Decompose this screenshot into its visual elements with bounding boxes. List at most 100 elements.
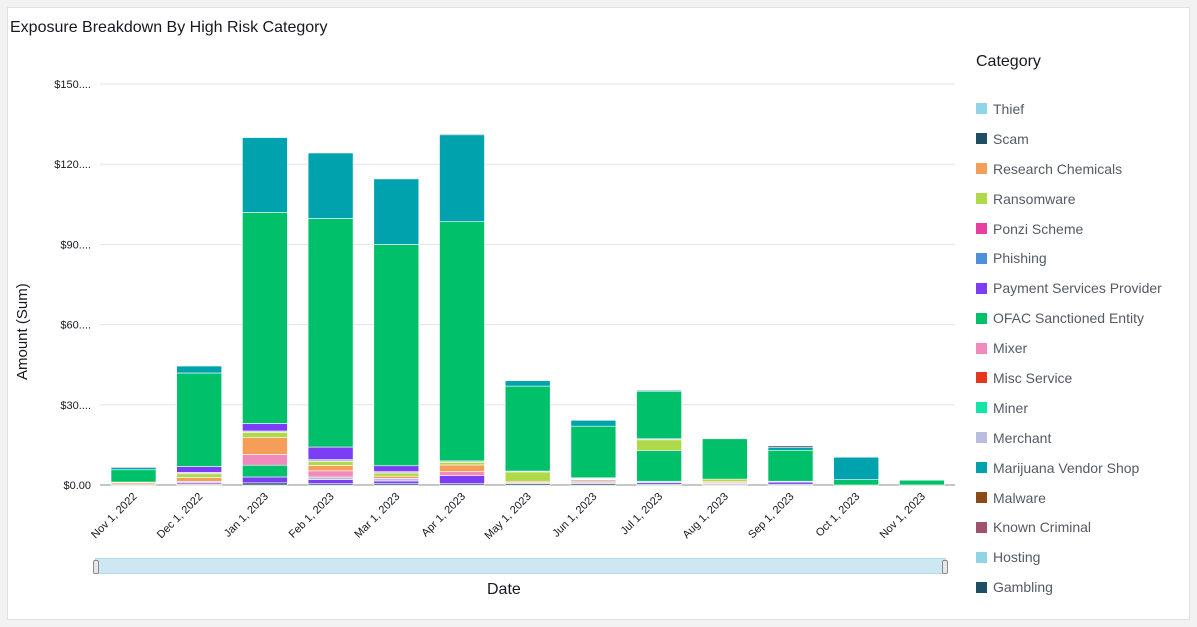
bar-segment[interactable] xyxy=(307,218,354,448)
legend-item[interactable]: Hosting xyxy=(976,542,1162,572)
legend-label: Phishing xyxy=(993,250,1047,267)
x-tick-label: Nov 1, 2023 xyxy=(878,491,928,541)
bar-segment[interactable] xyxy=(504,471,551,482)
legend-item[interactable]: Ponzi Scheme xyxy=(976,214,1162,244)
legend-label: Hosting xyxy=(993,549,1041,566)
bar-segment[interactable] xyxy=(242,432,288,438)
bar-segment[interactable] xyxy=(176,473,222,478)
bar-segment[interactable] xyxy=(176,372,222,467)
bar-segment[interactable] xyxy=(767,481,814,485)
bar-segment[interactable] xyxy=(242,482,288,486)
bar-segment[interactable] xyxy=(242,137,288,213)
bar-segment[interactable] xyxy=(373,478,420,482)
date-range-scrollbar[interactable] xyxy=(93,558,948,574)
bar-segment[interactable] xyxy=(307,479,354,484)
x-tick-label: Sep 1, 2023 xyxy=(746,491,796,541)
bar-segment[interactable] xyxy=(439,134,485,222)
bar-segment[interactable] xyxy=(110,467,157,471)
bar-segment[interactable] xyxy=(701,438,748,480)
bar-segment[interactable] xyxy=(833,479,880,486)
bar-segment[interactable] xyxy=(307,446,354,460)
bar-segment[interactable] xyxy=(373,480,420,484)
bar-segment[interactable] xyxy=(636,390,682,393)
bar-segment[interactable] xyxy=(110,469,157,483)
legend-item[interactable]: Malware xyxy=(976,483,1162,513)
y-tick-label: $0.00 xyxy=(63,480,91,492)
legend-item[interactable]: Gambling xyxy=(976,572,1162,602)
legend-label: Thief xyxy=(993,100,1025,117)
bar-segment[interactable] xyxy=(176,466,222,473)
bar-segment[interactable] xyxy=(636,450,682,482)
legend-item[interactable]: Research Chemicals xyxy=(976,154,1162,184)
bar-segment[interactable] xyxy=(899,479,945,486)
legend-swatch xyxy=(976,193,987,205)
bar-segment[interactable] xyxy=(439,133,485,136)
bar-segment[interactable] xyxy=(504,380,551,387)
range-end-handle[interactable] xyxy=(942,560,948,574)
bar-segment[interactable] xyxy=(636,439,682,451)
bar-segment[interactable] xyxy=(373,475,420,479)
bar-segment[interactable] xyxy=(242,437,288,455)
bar-segment[interactable] xyxy=(570,420,617,427)
bar-segment[interactable] xyxy=(373,178,420,245)
x-tick-label: Nov 1, 2022 xyxy=(89,491,139,541)
bar-segment[interactable] xyxy=(176,477,222,482)
bar-segment[interactable] xyxy=(701,478,748,482)
y-tick-label: $150.... xyxy=(54,79,91,91)
bar-segment[interactable] xyxy=(242,136,288,138)
legend-item[interactable]: Marijuana Vendor Shop xyxy=(976,453,1162,483)
bar-segment[interactable] xyxy=(307,152,354,219)
bar-segment[interactable] xyxy=(110,466,157,468)
legend-item[interactable]: Scam xyxy=(976,124,1162,154)
bar-segment[interactable] xyxy=(373,472,420,477)
legend-item[interactable]: OFAC Sanctioned Entity xyxy=(976,303,1162,333)
bar-segment[interactable] xyxy=(176,365,222,374)
legend-item[interactable]: Miner xyxy=(976,393,1162,423)
bar-segment[interactable] xyxy=(242,423,288,432)
bar-segment[interactable] xyxy=(833,456,880,480)
y-tick-label: $90.... xyxy=(60,239,91,251)
legend-item[interactable]: Known Criminal xyxy=(976,512,1162,542)
bar-segment[interactable] xyxy=(439,471,485,476)
bar-segment[interactable] xyxy=(307,470,354,478)
legend-item[interactable]: Phishing xyxy=(976,243,1162,273)
bar-segment[interactable] xyxy=(439,221,485,462)
legend-label: Known Criminal xyxy=(993,519,1092,536)
x-tick-label: Feb 1, 2023 xyxy=(287,491,337,541)
legend-swatch xyxy=(976,282,987,294)
legend-item[interactable]: Thief xyxy=(976,94,1162,124)
bar-segment[interactable] xyxy=(701,437,748,440)
bar-segment[interactable] xyxy=(504,385,551,472)
x-tick-label: Apr 1, 2023 xyxy=(419,491,468,540)
bar-segment[interactable] xyxy=(767,445,814,448)
legend-item[interactable]: Misc Service xyxy=(976,363,1162,393)
bar-segment[interactable] xyxy=(307,461,354,466)
bar-segment[interactable] xyxy=(242,454,288,466)
legend-swatch xyxy=(976,492,987,504)
bar-segment[interactable] xyxy=(242,212,288,424)
bar-segment[interactable] xyxy=(570,425,617,479)
bar-segment[interactable] xyxy=(307,465,354,472)
legend-label: Research Chemicals xyxy=(993,160,1123,177)
legend-item[interactable]: Merchant xyxy=(976,423,1162,453)
legend-label: OFAC Sanctioned Entity xyxy=(993,310,1144,327)
legend-swatch xyxy=(976,521,987,533)
legend-item[interactable]: Mixer xyxy=(976,333,1162,363)
legend: Thief Scam Research Chemicals Ransomware Pon… xyxy=(976,94,1162,602)
range-start-handle[interactable] xyxy=(93,560,99,574)
bar-segment[interactable] xyxy=(307,476,354,480)
bar-segment[interactable] xyxy=(439,464,485,472)
legend-swatch xyxy=(976,252,987,264)
bar-segment[interactable] xyxy=(767,447,814,451)
legend-item[interactable]: Payment Services Provider xyxy=(976,273,1162,303)
bar-segment[interactable] xyxy=(242,464,288,478)
legend-item[interactable]: Ransomware xyxy=(976,184,1162,214)
bar-segment[interactable] xyxy=(373,465,420,472)
bar-segment[interactable] xyxy=(439,475,485,484)
bar-segment[interactable] xyxy=(439,461,485,466)
legend-title: Category xyxy=(976,53,1041,70)
bar-segment[interactable] xyxy=(373,244,420,467)
bar-segment[interactable] xyxy=(242,476,288,484)
bar-segment[interactable] xyxy=(636,391,682,440)
bar-segment[interactable] xyxy=(767,449,814,482)
